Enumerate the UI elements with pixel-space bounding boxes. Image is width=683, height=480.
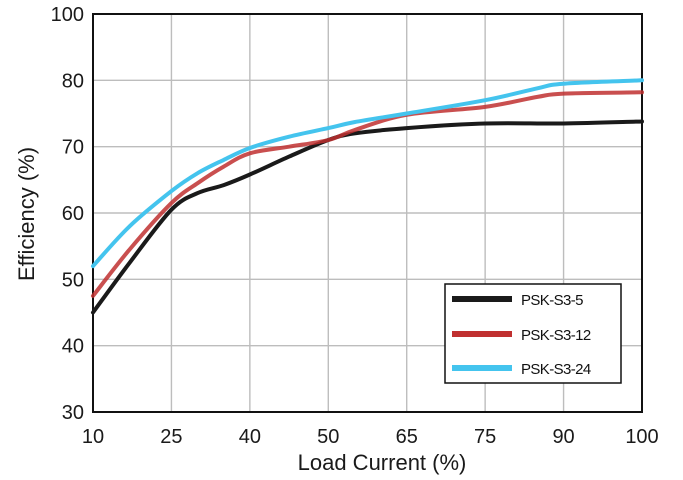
y-tick-label: 50 xyxy=(62,269,84,291)
y-tick-label: 60 xyxy=(62,203,84,225)
legend-label-psk-s3-5: PSK-S3-5 xyxy=(521,292,583,309)
grid-lines xyxy=(93,14,642,412)
x-tick-label: 90 xyxy=(552,426,574,448)
x-tick-label: 50 xyxy=(317,426,339,448)
y-tick-label: 40 xyxy=(62,336,84,358)
series-line-psk-s3-12 xyxy=(91,90,644,298)
series-layer xyxy=(91,78,644,315)
y-tick-label: 80 xyxy=(62,70,84,92)
x-tick-label: 40 xyxy=(239,426,261,448)
x-tick-labels: 10 25 40 50 65 75 90 100 xyxy=(82,426,659,448)
y-tick-labels: 30 40 50 60 70 80 100 xyxy=(51,4,84,424)
legend: PSK-S3-5 PSK-S3-12 PSK-S3-24 xyxy=(444,283,622,384)
x-tick-label: 65 xyxy=(396,426,418,448)
x-axis-title: Load Current (%) xyxy=(298,450,467,475)
x-tick-label: 75 xyxy=(474,426,496,448)
y-axis-title: Efficiency (%) xyxy=(14,147,39,281)
plot-frame xyxy=(92,13,643,413)
y-tick-label: 70 xyxy=(62,137,84,159)
x-tick-label: 25 xyxy=(160,426,182,448)
x-tick-label: 100 xyxy=(625,426,658,448)
legend-label-psk-s3-12: PSK-S3-12 xyxy=(521,327,591,344)
series-line-psk-s3-24 xyxy=(91,78,644,269)
legend-label-psk-s3-24: PSK-S3-24 xyxy=(521,361,591,378)
x-tick-label: 10 xyxy=(82,426,104,448)
y-tick-label: 30 xyxy=(62,402,84,424)
y-tick-label: 100 xyxy=(51,4,84,26)
series-line-psk-s3-5 xyxy=(91,119,644,315)
